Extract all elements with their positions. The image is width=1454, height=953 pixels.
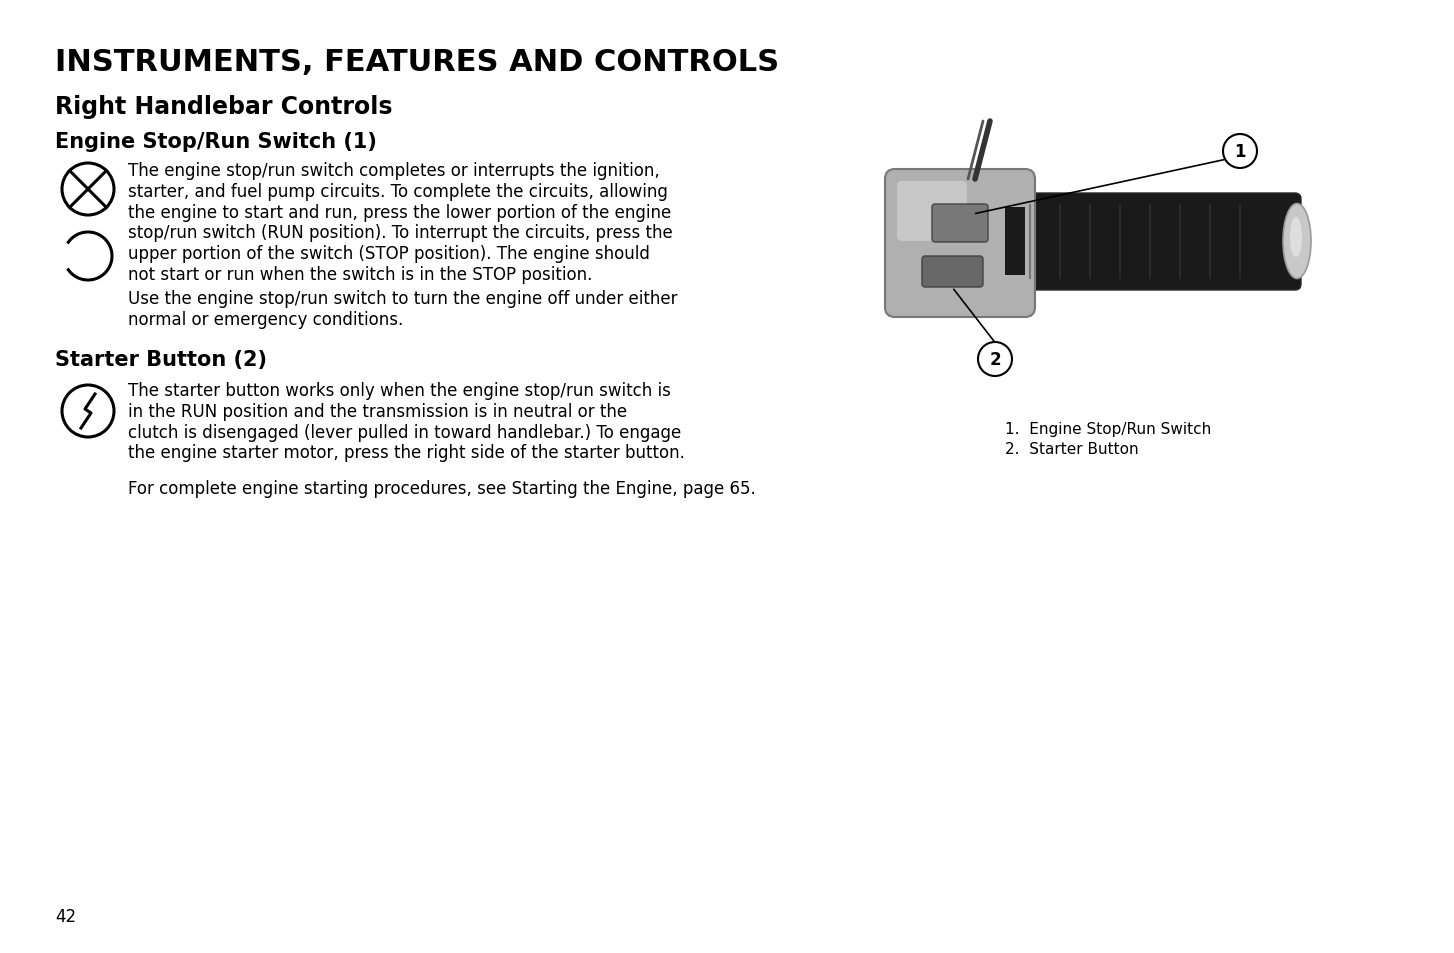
Text: 1.  Engine Stop/Run Switch: 1. Engine Stop/Run Switch — [1005, 421, 1211, 436]
Ellipse shape — [1290, 218, 1301, 257]
Ellipse shape — [1282, 204, 1312, 279]
Text: The engine stop/run switch completes or interrupts the ignition,
starter, and fu: The engine stop/run switch completes or … — [128, 162, 673, 284]
FancyBboxPatch shape — [1005, 208, 1025, 275]
Text: INSTRUMENTS, FEATURES AND CONTROLS: INSTRUMENTS, FEATURES AND CONTROLS — [55, 48, 779, 77]
FancyBboxPatch shape — [897, 182, 967, 242]
FancyBboxPatch shape — [999, 193, 1301, 291]
Text: 1: 1 — [1234, 143, 1246, 161]
Text: 42: 42 — [55, 907, 76, 925]
Circle shape — [979, 343, 1012, 376]
Text: The starter button works only when the engine stop/run switch is
in the RUN posi: The starter button works only when the e… — [128, 381, 685, 462]
Text: For complete engine starting procedures, see Starting the Engine, page 65.: For complete engine starting procedures,… — [128, 479, 756, 497]
FancyBboxPatch shape — [810, 120, 1341, 399]
Text: Use the engine stop/run switch to turn the engine off under either
normal or eme: Use the engine stop/run switch to turn t… — [128, 290, 678, 329]
FancyBboxPatch shape — [885, 170, 1035, 317]
Text: Right Handlebar Controls: Right Handlebar Controls — [55, 95, 393, 119]
Text: Starter Button (2): Starter Button (2) — [55, 350, 268, 370]
Text: Engine Stop/Run Switch (1): Engine Stop/Run Switch (1) — [55, 132, 377, 152]
FancyBboxPatch shape — [922, 256, 983, 288]
FancyBboxPatch shape — [932, 205, 989, 243]
Text: 2: 2 — [989, 351, 1000, 369]
Text: 2.  Starter Button: 2. Starter Button — [1005, 441, 1138, 456]
Circle shape — [1223, 135, 1258, 169]
